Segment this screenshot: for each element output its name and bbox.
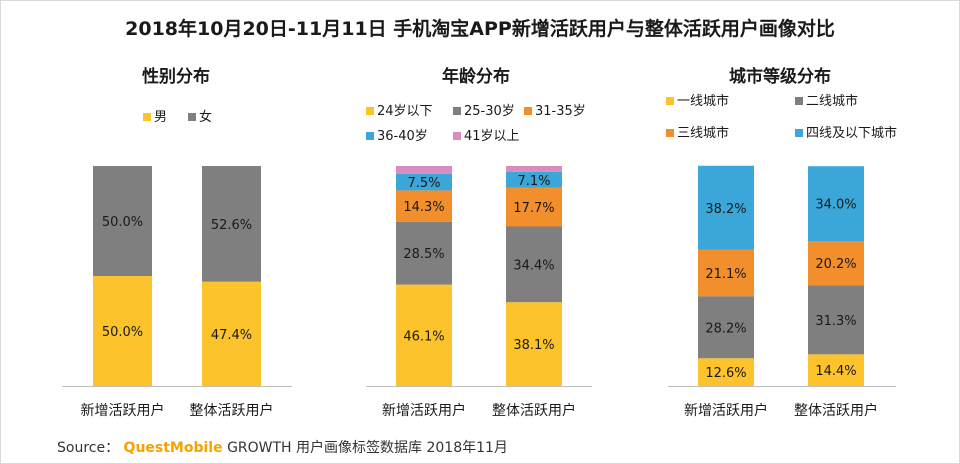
legend-swatch-c2-s2 [666,129,674,137]
legend-label-c1-s3: 36-40岁 [377,129,428,144]
bar-segment-c1-b0-s4 [396,166,452,174]
legend-swatch-c1-s1 [453,107,461,115]
panel-title-age: 年龄分布 [442,67,510,87]
data-label-c1-b0-s0: 46.1% [403,329,444,344]
bar-segment-c1-b0-s2 [396,190,452,222]
data-label-c0-b1-s0: 47.4% [211,328,252,343]
data-label-c2-b1-s1: 31.3% [815,314,856,329]
bar-segment-c1-b1-s0 [506,302,562,386]
data-label-c2-b1-s3: 34.0% [815,198,856,213]
data-label-c1-b1-s3: 7.1% [517,174,550,189]
data-label-c0-b0-s0: 50.0% [102,325,143,340]
bar-segment-c1-b0-s0 [396,284,452,386]
data-label-c0-b0-s1: 50.0% [102,215,143,230]
panel-title-gender: 性别分布 [142,67,210,87]
legend-label-c2-s2: 三线城市 [677,125,729,141]
legend-swatch-c2-s0 [666,97,674,105]
bar-segment-c0-b0-s0 [93,276,152,386]
main-title: 2018年10月20日-11月11日 手机淘宝APP新增活跃用户与整体活跃用户画… [125,18,835,40]
category-label-c2-b0: 新增活跃用户 [684,402,768,419]
source-prefix: Source： [57,440,120,456]
legend-label-c2-s1: 二线城市 [806,93,858,109]
legend-swatch-c2-s1 [795,97,803,105]
legend-label-c1-s1: 25-30岁 [464,104,515,119]
data-label-c2-b0-s1: 28.2% [705,321,746,336]
bar-segment-c2-b1-s3 [808,166,864,242]
data-label-c2-b1-s2: 20.2% [815,257,856,272]
bar-segment-c1-b0-s1 [396,221,452,285]
data-label-c1-b0-s1: 28.5% [403,247,444,262]
legend-label-c1-s0: 24岁以下 [377,104,433,119]
bar-segment-c2-b0-s3 [698,165,754,250]
data-label-c2-b0-s0: 12.6% [705,366,746,381]
legend-swatch-c2-s3 [795,129,803,137]
bar-segment-c2-b1-s0 [808,354,864,386]
data-label-c2-b0-s2: 21.1% [705,267,746,282]
panel-title-city: 城市等级分布 [729,67,831,87]
legend-swatch-c1-s0 [366,107,374,115]
legend-label-c1-s4: 41岁以上 [464,129,520,144]
data-label-c1-b1-s0: 38.1% [513,338,554,353]
data-label-c1-b1-s1: 34.4% [513,258,554,273]
bar-segment-c0-b1-s0 [202,281,261,386]
bar-segment-c2-b0-s2 [698,249,754,297]
bar-segment-c1-b1-s2 [506,187,562,227]
legend-swatch-c0-s0 [143,113,151,121]
bar-segment-c1-b1-s1 [506,226,562,303]
source-brand: QuestMobile [123,440,223,456]
data-label-c2-b0-s3: 38.2% [705,202,746,217]
legend-swatch-c0-s1 [188,113,196,121]
bar-segment-c1-b1-s4 [506,166,562,172]
category-label-c2-b1: 整体活跃用户 [794,402,878,419]
bar-segment-c0-b0-s1 [93,166,152,276]
legend-label-c0-s0: 男 [154,110,167,125]
category-label-c1-b1: 整体活跃用户 [492,402,576,419]
legend-swatch-c1-s2 [524,107,532,115]
bar-segment-c2-b0-s0 [698,358,754,386]
source-text: GROWTH 用户画像标签数据库 2018年11月 [227,440,508,456]
category-label-c1-b0: 新增活跃用户 [382,402,466,419]
legend-label-c2-s3: 四线及以下城市 [806,125,897,141]
legend-swatch-c1-s3 [366,132,374,140]
category-label-c0-b0: 新增活跃用户 [81,402,165,419]
bar-segment-c2-b1-s2 [808,241,864,286]
data-label-c1-b0-s2: 14.3% [403,200,444,215]
bar-segment-c1-b0-s3 [396,173,452,191]
legend-label-c1-s2: 31-35岁 [535,104,586,119]
bar-segment-c1-b1-s3 [506,171,562,188]
category-label-c0-b1: 整体活跃用户 [190,402,274,419]
bar-segment-c2-b1-s1 [808,285,864,355]
data-label-c1-b0-s3: 7.5% [407,176,440,191]
data-label-c2-b1-s0: 14.4% [815,364,856,379]
source-note: Source： QuestMobile GROWTH 用户画像标签数据库 201… [57,437,508,457]
bar-segment-c2-b0-s1 [698,296,754,359]
data-label-c1-b1-s2: 17.7% [513,201,554,216]
legend-swatch-c1-s4 [453,132,461,140]
legend-label-c2-s0: 一线城市 [677,93,729,109]
legend-label-c0-s1: 女 [199,109,212,125]
bar-segment-c0-b1-s1 [202,166,261,282]
data-label-c0-b1-s1: 52.6% [211,218,252,233]
